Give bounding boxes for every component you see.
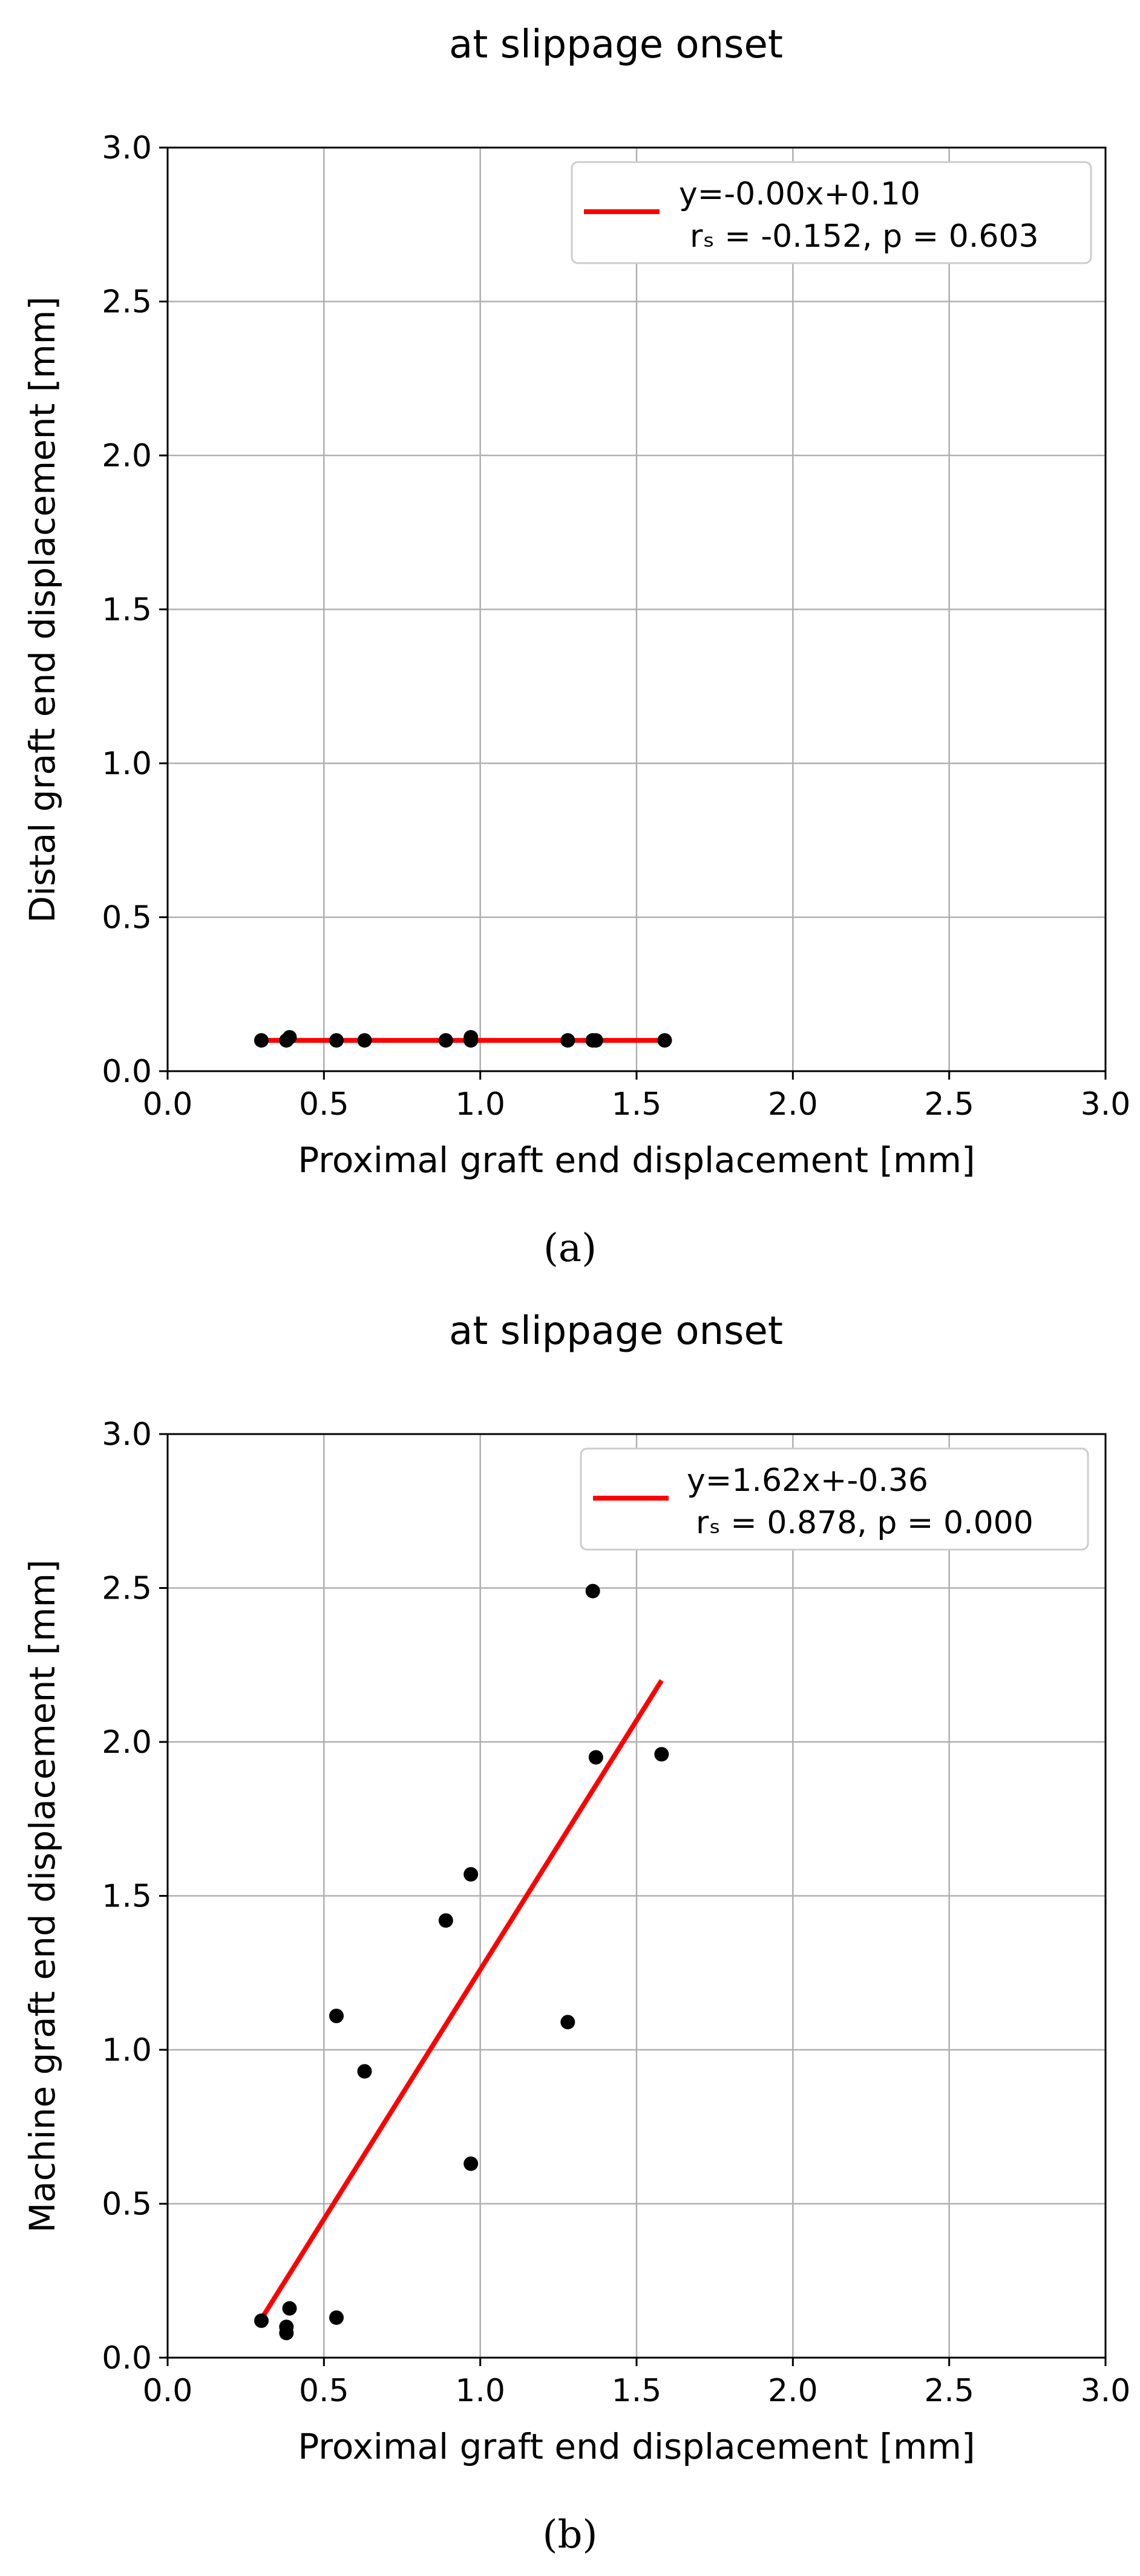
legend-box	[580, 1447, 1089, 1551]
chart-title: at slippage onset	[449, 22, 783, 67]
chart-b-svg: at slippage onset 0.0 0.5 1.0 1.5 2.0 2.5 3.00…	[22, 1309, 1130, 2557]
y-tick-label: 2.5	[102, 284, 152, 321]
x-tick-label: 0.5	[299, 1086, 349, 1123]
legend-statistics: rₛ = 0.878, p = 0.000	[696, 1505, 1034, 1541]
x-tick-label: 1.5	[612, 2373, 662, 2409]
data-point	[464, 1030, 479, 1045]
y-tick-label: 2.5	[102, 1571, 152, 1607]
chart-panel-b: at slippage onset 0.0 0.5 1.0 1.5 2.0 2.5 3.0 0…	[0, 1286, 1140, 2573]
legend: y=1.62x+-0.36 rₛ = 0.878, p = 0.000	[580, 1447, 1089, 1551]
data-point	[588, 1033, 603, 1048]
x-tick-label: 0.0	[143, 1086, 193, 1123]
y-tick-label: 0.5	[102, 2186, 152, 2223]
data-point	[279, 2320, 294, 2335]
x-axis-label: Proximal graft end displacement [mm]	[298, 2426, 975, 2467]
x-tick-label: 1.0	[455, 1086, 505, 1123]
y-tick-label: 1.0	[102, 2032, 152, 2069]
data-point	[588, 1750, 603, 1765]
grid-layer	[166, 1433, 1107, 2359]
x-axis-label: Proximal graft end displacement [mm]	[298, 1140, 975, 1181]
grid-layer	[166, 146, 1107, 1072]
data-point	[560, 1033, 575, 1048]
data-point	[464, 2156, 479, 2171]
chart-panel-a: at slippage onset 0.0 0.5 1.0 1.5 2.0 2.5 3.0 0…	[0, 0, 1140, 1286]
y-tick-label: 3.0	[102, 130, 152, 166]
data-point	[254, 1033, 269, 1048]
data-point	[560, 2015, 575, 2030]
x-tick-label: 3.0	[1081, 2373, 1131, 2409]
chart-a-svg: at slippage onset 0.0 0.5 1.0 1.5 2.0 2.5 3.00…	[22, 22, 1130, 1271]
data-layer	[254, 1030, 672, 1048]
panel-caption: (a)	[543, 1226, 597, 1271]
data-point	[438, 1913, 453, 1928]
data-point	[654, 1747, 669, 1762]
y-tick-label: 0.0	[102, 2340, 152, 2376]
data-point	[585, 1583, 600, 1599]
data-point	[357, 2064, 372, 2079]
data-point	[357, 1033, 372, 1048]
x-tick-label: 2.5	[924, 1086, 974, 1123]
data-point	[438, 1033, 453, 1048]
data-point	[464, 1867, 479, 1882]
y-axis-label: Distal graft end displacement [mm]	[22, 296, 63, 923]
x-tick-label: 2.0	[768, 2373, 818, 2409]
panel-caption: (b)	[543, 2512, 598, 2557]
legend-box	[571, 161, 1092, 264]
ticks-layer: 0.0 0.5 1.0 1.5 2.0 2.5 3.0 0.0 0.5 1.0 1.5 2.0 2.5 3…	[102, 130, 1130, 1123]
x-tick-label: 1.5	[612, 1086, 662, 1123]
data-point	[329, 1033, 344, 1048]
data-point	[329, 2310, 344, 2325]
y-tick-label: 1.0	[102, 746, 152, 782]
y-tick-label: 3.0	[102, 1417, 152, 1453]
data-point	[657, 1033, 672, 1048]
y-tick-label: 2.0	[102, 1724, 152, 1761]
chart-title: at slippage onset	[449, 1309, 783, 1354]
data-layer	[254, 1583, 669, 2341]
fit-line	[259, 1679, 664, 2320]
legend-equation: y=-0.00x+0.10	[679, 176, 920, 212]
y-tick-label: 2.0	[102, 438, 152, 474]
x-tick-label: 1.0	[455, 2373, 505, 2409]
x-tick-label: 0.5	[299, 2373, 349, 2409]
data-point	[329, 2009, 344, 2024]
ticks-layer: 0.0 0.5 1.0 1.5 2.0 2.5 3.0 0.0 0.5 1.0 1.5 2.0 2.5 3…	[102, 1417, 1130, 2409]
legend-equation: y=1.62x+-0.36	[687, 1462, 928, 1499]
data-point	[254, 2313, 269, 2328]
x-tick-label: 0.0	[143, 2373, 193, 2409]
x-tick-label: 3.0	[1081, 1086, 1131, 1123]
data-point	[282, 1030, 297, 1045]
y-axis-label: Machine graft end displacement [mm]	[22, 1559, 63, 2232]
data-point	[282, 2301, 297, 2316]
x-tick-label: 2.0	[768, 1086, 818, 1123]
legend-statistics: rₛ = -0.152, p = 0.603	[690, 218, 1039, 255]
x-tick-label: 2.5	[924, 2373, 974, 2409]
y-tick-label: 1.5	[102, 592, 152, 628]
y-tick-label: 0.5	[102, 900, 152, 936]
y-tick-label: 0.0	[102, 1054, 152, 1090]
y-tick-label: 1.5	[102, 1879, 152, 1915]
legend: y=-0.00x+0.10 rₛ = -0.152, p = 0.603	[571, 161, 1092, 264]
